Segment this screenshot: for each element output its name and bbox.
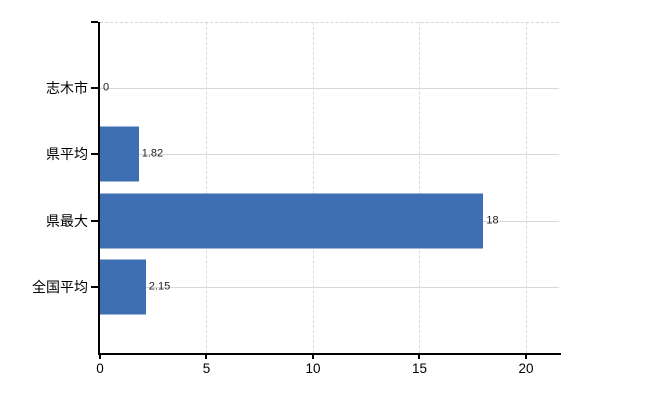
- x-axis-line: [98, 353, 561, 355]
- vertical-gridline: [525, 22, 527, 353]
- horizontal-gridline: [100, 154, 559, 156]
- category-label: 志木市: [46, 80, 88, 97]
- bar-value-label: 0: [103, 81, 110, 94]
- x-axis-tick: [524, 353, 527, 359]
- plot-area: 0 1.82 18 2.15: [98, 22, 561, 355]
- x-axis-tick: [99, 353, 101, 359]
- y-axis-line: [98, 22, 100, 353]
- y-axis-tick: [91, 219, 98, 222]
- bar: [100, 193, 484, 249]
- x-axis-tick-label: 5: [202, 361, 211, 376]
- vertical-gridline: [206, 22, 208, 353]
- category-label: 県最大: [46, 212, 88, 229]
- x-axis-tick: [311, 353, 314, 359]
- vertical-gridline: [419, 22, 421, 353]
- bar-value-label: 1.82: [141, 147, 164, 160]
- bar: [100, 126, 139, 182]
- horizontal-gridline: [100, 286, 559, 288]
- bar-value-label: 2.15: [148, 280, 171, 293]
- x-axis-tick: [418, 353, 421, 359]
- bar-value-label: 18: [486, 214, 499, 227]
- x-axis-tick-label: 10: [305, 361, 321, 376]
- y-axis-top-tick: [91, 21, 98, 23]
- category-label: 県平均: [46, 146, 88, 163]
- x-axis-tick-label: 15: [411, 361, 427, 376]
- bar: [100, 259, 146, 315]
- category-label: 全国平均: [32, 278, 88, 295]
- x-axis-tick-label: 0: [96, 361, 104, 376]
- y-axis-tick: [91, 285, 98, 288]
- plot-top-border: [100, 22, 559, 23]
- x-axis-tick: [205, 353, 208, 359]
- horizontal-gridline: [100, 88, 559, 90]
- y-axis-tick: [91, 153, 98, 156]
- y-axis-tick: [91, 87, 98, 90]
- vertical-gridline: [312, 22, 314, 353]
- x-axis-tick-label: 20: [518, 361, 534, 376]
